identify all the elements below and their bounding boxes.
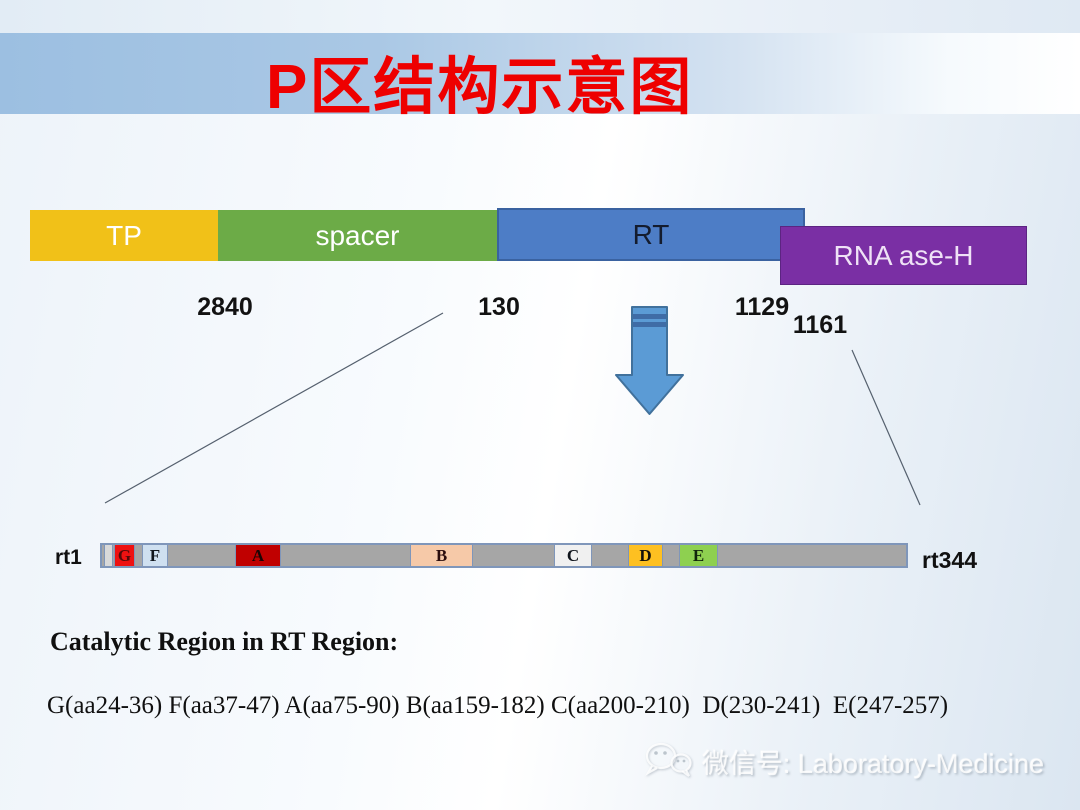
- rt-bar-end-label: rt344: [922, 547, 977, 573]
- coordinate-1129: 1129: [734, 293, 790, 321]
- coordinate-130: 130: [478, 293, 520, 321]
- title-band: [0, 33, 1080, 114]
- motif-a: A: [235, 544, 281, 567]
- domain-segment-tp-label: TP: [106, 219, 142, 251]
- caption-heading: Catalytic Region in RT Region:: [50, 627, 399, 656]
- motif-e: E: [679, 544, 718, 567]
- page-title: P区结构示意图: [266, 53, 694, 122]
- domain-segment-tp: TP: [30, 210, 218, 261]
- domain-segment-rnaseh: RNA ase-H: [780, 226, 1027, 285]
- motif-c: C: [554, 544, 592, 567]
- motif-f: F: [142, 544, 168, 567]
- wechat-icon: [645, 742, 692, 777]
- caption-detail: G(aa24-36) F(aa37-47) A(aa75-90) B(aa159…: [47, 692, 949, 719]
- header-top-strip: [0, 0, 1080, 33]
- domain-segment-rt-label: RT: [632, 218, 670, 250]
- motif-g: G: [114, 544, 135, 567]
- domain-segment-rt: RT: [497, 208, 805, 261]
- rt-bar-start-label: rt1: [55, 546, 82, 569]
- domain-segment-spacer: spacer: [218, 210, 497, 261]
- coordinate-1161: 1161: [792, 311, 848, 339]
- motif-d: D: [628, 544, 663, 567]
- rt-detail-bar: G F A B C D E: [100, 543, 908, 568]
- motif-b: B: [410, 544, 473, 567]
- watermark-text: 微信号: Laboratory-Medicine: [702, 748, 1045, 779]
- coordinate-2840: 2840: [197, 293, 253, 321]
- domain-segment-rnaseh-label: RNA ase-H: [833, 239, 974, 271]
- down-arrow-icon: [615, 306, 684, 415]
- rt-bar-lead-segment: [104, 544, 113, 567]
- domain-segment-spacer-label: spacer: [315, 219, 400, 251]
- watermark: 微信号: Laboratory-Medicine: [638, 735, 1044, 787]
